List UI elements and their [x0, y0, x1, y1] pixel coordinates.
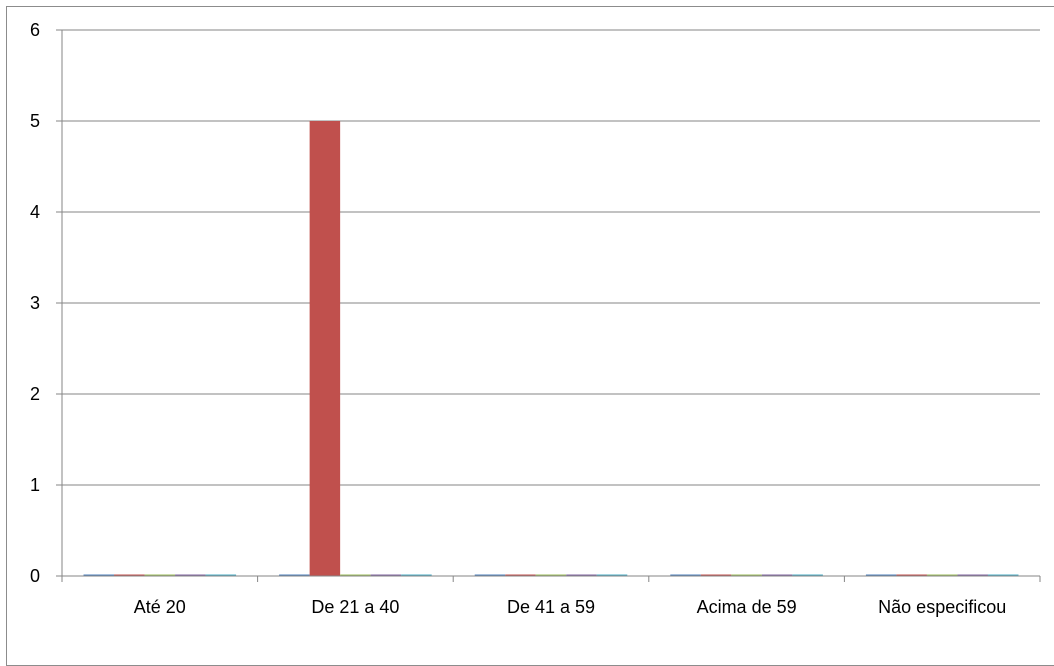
x-tick-label: Acima de 59: [697, 597, 797, 617]
bar: [114, 574, 145, 576]
bar: [700, 574, 732, 576]
bar: [670, 574, 701, 576]
y-tick-label: 0: [30, 566, 40, 586]
y-tick-label: 2: [30, 384, 40, 404]
bar: [83, 574, 115, 576]
bar: [761, 574, 793, 576]
bar: [474, 574, 506, 576]
y-tick-label: 6: [30, 20, 40, 40]
bar: [731, 574, 762, 576]
x-tick-label: Não especificou: [878, 597, 1006, 617]
y-tick-label: 3: [30, 293, 40, 313]
bar: [370, 574, 402, 576]
bar: [865, 574, 897, 576]
bar: [505, 574, 536, 576]
y-tick-label: 1: [30, 475, 40, 495]
bar: [535, 574, 567, 576]
bar-chart: 0 1 2 3 4 5 6 Até 20 De 21 a 40 De 41 a 59 Acima …: [30, 20, 1041, 617]
bar: [175, 574, 206, 576]
bar: [205, 574, 237, 576]
bar: [926, 574, 958, 576]
y-tick-label: 4: [30, 202, 40, 222]
bar: [401, 574, 432, 576]
bar: [987, 574, 1019, 576]
gridlines: [62, 29, 1040, 486]
bar: [957, 574, 988, 576]
bar: [896, 574, 927, 576]
x-ticks: Até 20 De 21 a 40 De 41 a 59 Acima de 59 Não…: [61, 576, 1041, 617]
bar: [340, 574, 371, 576]
bar: [596, 574, 628, 576]
x-tick-label: De 21 a 40: [311, 597, 399, 617]
y-tick-label: 5: [30, 111, 40, 131]
x-tick-label: De 41 a 59: [507, 597, 595, 617]
bar: [144, 574, 176, 576]
bar: [309, 121, 341, 576]
bars: [83, 121, 1019, 576]
chart-frame: [6, 6, 1054, 666]
x-tick-label: Até 20: [134, 597, 186, 617]
bar: [279, 574, 310, 576]
y-ticks: 0 1 2 3 4 5 6: [30, 20, 62, 586]
bar: [566, 574, 597, 576]
bar: [792, 574, 823, 576]
